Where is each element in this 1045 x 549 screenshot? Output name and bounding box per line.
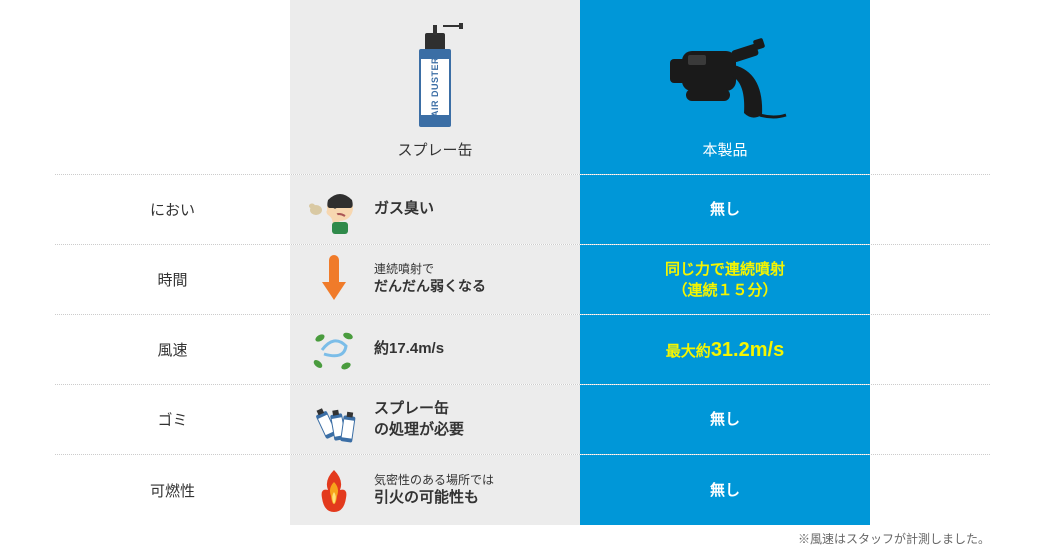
product-speed-prefix: 最大約 [666, 343, 711, 360]
label-waste: ゴミ [55, 385, 290, 454]
spray-smell: ガス臭い [290, 175, 580, 244]
smell-face-icon [308, 184, 360, 236]
spray-speed-text: 約17.4m/s [374, 339, 444, 359]
product-flame: 無し [580, 455, 870, 525]
header-product: 本製品 [580, 0, 870, 174]
wind-leaves-icon [308, 324, 360, 376]
spray-flame-sub: 気密性のある場所では [374, 472, 494, 488]
spray-waste-l1: スプレー缶 [374, 400, 449, 417]
spray-smell-text: ガス臭い [374, 199, 434, 219]
spray-speed: 約17.4m/s [290, 315, 580, 384]
comparison-table: AIR DUSTER スプレー缶 [55, 0, 990, 525]
product-time-l2: （連続１５分） [672, 282, 777, 299]
label-flame: 可燃性 [55, 455, 290, 525]
spray-time: 連続噴射で だんだん弱くなる [290, 245, 580, 314]
product-flame-text: 無し [710, 480, 740, 501]
product-speed-text: 最大約31.2m/s [666, 336, 784, 364]
row-smell: におい ガス臭い 無し [55, 175, 990, 245]
row-waste: ゴミ [55, 385, 990, 455]
header-product-title: 本製品 [702, 139, 747, 160]
product-waste-text: 無し [710, 409, 740, 430]
blower-icon [660, 29, 790, 129]
arrow-down-icon [308, 254, 360, 306]
spray-time-sub: 連続噴射で [374, 261, 486, 277]
label-time: 時間 [55, 245, 290, 314]
footnote: ※風速はスタッフが計測しました。 [798, 530, 990, 547]
spray-can-icon: AIR DUSTER [410, 19, 460, 129]
spray-flame-text: 気密性のある場所では 引火の可能性も [374, 472, 494, 508]
empty-cans-icon [308, 394, 360, 446]
header-row: AIR DUSTER スプレー缶 [55, 0, 990, 175]
header-spray-title: スプレー缶 [397, 139, 472, 160]
product-speed-big: 31.2m/s [711, 339, 784, 361]
spray-flame-main: 引火の可能性も [374, 489, 479, 506]
header-spray: AIR DUSTER スプレー缶 [290, 0, 580, 174]
spray-waste-text: スプレー缶 の処理が必要 [374, 399, 464, 440]
product-smell-text: 無し [710, 199, 740, 220]
header-label-blank [55, 0, 290, 174]
spray-can-label-text: AIR DUSTER [430, 57, 440, 117]
label-speed: 風速 [55, 315, 290, 384]
row-flame: 可燃性 気密性のある場所では 引火の可能性も 無し [55, 455, 990, 525]
spray-flame: 気密性のある場所では 引火の可能性も [290, 455, 580, 525]
product-waste: 無し [580, 385, 870, 454]
spray-waste: スプレー缶 の処理が必要 [290, 385, 580, 454]
label-smell: におい [55, 175, 290, 244]
flame-icon [308, 464, 360, 516]
spray-waste-l2: の処理が必要 [374, 421, 464, 438]
spray-time-main: だんだん弱くなる [374, 278, 486, 294]
product-smell: 無し [580, 175, 870, 244]
row-time: 時間 連続噴射で だんだん弱くなる 同じ力で連続噴射 （連続１５分） [55, 245, 990, 315]
product-time-text: 同じ力で連続噴射 （連続１５分） [665, 259, 785, 301]
row-speed: 風速 約17.4m/s 最大約31.2m/s [55, 315, 990, 385]
spray-time-text: 連続噴射で だんだん弱くなる [374, 261, 486, 297]
product-speed: 最大約31.2m/s [580, 315, 870, 384]
product-time: 同じ力で連続噴射 （連続１５分） [580, 245, 870, 314]
product-time-l1: 同じ力で連続噴射 [665, 261, 785, 278]
